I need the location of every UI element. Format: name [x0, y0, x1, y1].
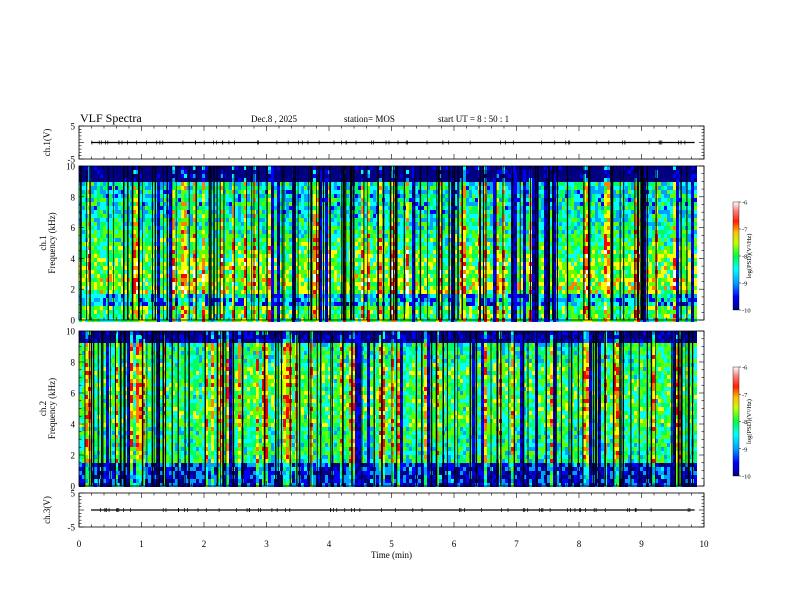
- spectrogram-ch1-ylabel: ch.1: [38, 235, 48, 250]
- x-tick-label: 3: [264, 539, 269, 549]
- x-tick-label: 6: [452, 539, 457, 549]
- spectrogram-ch1-colorbar-tick-label: -8: [742, 254, 747, 261]
- colorbar-layer: [732, 201, 741, 477]
- spectrogram-ch1-ylabel: Frequency (kHz): [47, 212, 57, 273]
- spectrogram-layer: [79, 166, 697, 487]
- spectrogram-ch2-ylabel: ch.2: [38, 401, 48, 416]
- spectrogram-ch1-colorbar-tick-label: -10: [742, 308, 751, 315]
- spectrogram-sferics-ch1: [80, 166, 688, 320]
- spectrogram-ch2-ytick-label: 10: [66, 327, 76, 337]
- spectrogram-ch1-ytick-label: 0: [71, 316, 76, 326]
- x-axis-label: Time (min): [371, 550, 412, 560]
- spectrogram-ch1-ytick-label: 10: [66, 162, 76, 172]
- spectrogram-ch2-colorbar-tick-label: -8: [742, 419, 747, 426]
- waveform-ch1-ylabel: ch.1(V): [42, 129, 52, 157]
- spectrogram-ch1-colorbar-tick-label: -9: [742, 281, 747, 288]
- spectrogram-ch2-colorbar-label: log(PSD)(V²/Hz): [746, 399, 753, 444]
- spectrogram-ch2-colorbar-tick-label: -9: [742, 446, 747, 453]
- start-ut-label: start UT = 8 : 50 : 1: [438, 114, 510, 124]
- station-label: station= MOS: [344, 114, 395, 124]
- spectrogram-ch2-ytick-label: 2: [71, 451, 76, 461]
- x-tick-label: 2: [202, 539, 207, 549]
- x-tick-label: 8: [577, 539, 582, 549]
- spectrogram-ch1-colorbar-label: log(PSD)(V²/Hz): [746, 234, 753, 279]
- x-tick-label: 0: [77, 539, 82, 549]
- spectrogram-ch2-colorbar-tick-label: -6: [742, 365, 748, 372]
- waveform-layer: [91, 140, 695, 512]
- x-tick-label: 5: [389, 539, 394, 549]
- date-label: Dec.8 , 2025: [251, 114, 297, 124]
- spectrogram-ch1-colorbar-tick-label: -6: [742, 200, 748, 207]
- spectrogram-ch1-ytick-label: 8: [71, 192, 76, 202]
- waveform-ch3-ytick-label: -5: [68, 523, 76, 533]
- axes-layer: [78, 125, 705, 528]
- spectrogram-ch1-colorbar-tick-label: -7: [742, 227, 748, 234]
- chart-title: VLF Spectra: [80, 111, 142, 125]
- spectrogram-ch1-colorbar: [732, 201, 740, 311]
- waveform-ch3-ylabel: ch.3(V): [42, 496, 52, 524]
- waveform-ch1-ytick-label: -5: [68, 155, 76, 165]
- waveform-ch1-ytick-label: 5: [71, 122, 76, 132]
- x-tick-label: 1: [139, 539, 144, 549]
- spectrogram-ch2-colorbar-tick-label: -7: [742, 392, 748, 399]
- spectrogram-sferics-ch2: [84, 331, 694, 486]
- spectrogram-ch2-ytick-label: 4: [71, 420, 76, 430]
- spectrogram-ch1-ytick-label: 4: [71, 254, 76, 264]
- waveform-ch3-ytick-label: 5: [71, 489, 76, 499]
- spectrogram-ch1-ytick-label: 6: [71, 223, 76, 233]
- x-tick-label: 4: [327, 539, 332, 549]
- spectrogram-ch2-colorbar-tick-label: -10: [742, 474, 751, 481]
- spectrogram-ch2-ylabel: Frequency (kHz): [47, 378, 57, 439]
- x-tick-label: 9: [639, 539, 644, 549]
- spectrogram-ch1-ytick-label: 2: [71, 285, 76, 295]
- spectrogram-cells-ch1: [79, 166, 697, 322]
- spectrogram-ch2-ytick-label: 0: [71, 482, 76, 492]
- spectrogram-ch2-ytick-label: 6: [71, 389, 76, 399]
- x-tick-label: 10: [700, 539, 710, 549]
- spectrogram-ch2-colorbar: [732, 366, 740, 477]
- spectrogram-ch2-ytick-label: 8: [71, 358, 76, 368]
- x-tick-label: 7: [514, 539, 519, 549]
